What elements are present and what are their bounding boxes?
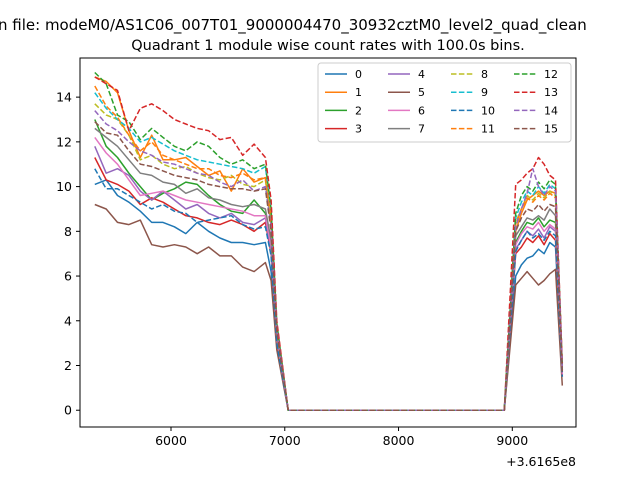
y-tick-label: 12 [56,134,72,149]
y-tick-label: 0 [64,403,72,418]
legend-label: 8 [481,68,488,81]
legend-label: 12 [544,68,558,81]
series-line-15 [94,121,564,411]
legend-item-8: 8 [451,68,488,81]
legend-item-12: 12 [514,68,558,81]
series-line-14 [94,110,564,411]
legend-item-11: 11 [451,123,495,136]
legend-item-10: 10 [451,104,495,117]
legend-item-9: 9 [451,86,488,99]
y-tick-label: 4 [64,313,72,328]
legend-label: 15 [544,123,558,136]
y-axis: 0 2 4 6 8 10 12 14 [56,90,80,418]
series-line-8 [94,103,564,411]
legend-item-7: 7 [388,123,425,136]
y-tick-label: 14 [56,90,72,105]
legend-item-0: 0 [325,68,362,81]
series-line-7 [94,127,564,411]
series-line-5 [94,203,564,411]
y-tick-label: 8 [64,224,72,239]
legend-item-5: 5 [388,86,425,99]
legend-item-15: 15 [514,123,558,136]
y-tick-label: 6 [64,269,72,284]
figure-suptitle: n file: modeM0/AS1C06_007T01_9000004470_… [0,16,587,35]
x-axis-offset-label: +3.6165e8 [506,454,576,469]
legend-item-13: 13 [514,86,558,99]
y-tick-label: 2 [64,358,72,373]
x-axis: 6000 7000 8000 9000 [155,427,528,448]
series-line-9 [94,92,564,411]
legend-label: 2 [355,104,362,117]
x-tick-label: 9000 [496,433,528,448]
legend-item-4: 4 [388,68,425,81]
legend-label: 9 [481,86,488,99]
x-tick-label: 6000 [155,433,187,448]
legend-label: 0 [355,68,362,81]
x-tick-label: 7000 [269,433,301,448]
legend-label: 1 [355,86,362,99]
legend-label: 14 [544,104,558,117]
legend-item-6: 6 [388,104,425,117]
legend-box [317,62,572,143]
legend-label: 7 [418,123,425,136]
plot-area-frame [79,57,577,428]
legend-label: 3 [355,123,362,136]
legend-label: 11 [481,123,495,136]
legend-label: 6 [418,104,425,117]
legend-label: 13 [544,86,558,99]
x-tick-label: 8000 [383,433,415,448]
series-line-4 [94,146,564,411]
series-line-0 [94,179,564,411]
legend-item-3: 3 [325,123,362,136]
legend-item-1: 1 [325,86,362,99]
series-line-3 [94,157,564,411]
chart-title: Quadrant 1 module wise count rates with … [131,38,525,54]
series-line-10 [94,168,564,411]
legend-label: 5 [418,86,425,99]
legend-label: 4 [418,68,425,81]
legend-item-2: 2 [325,104,362,117]
legend-item-14: 14 [514,104,558,117]
y-tick-label: 10 [56,179,72,194]
series-line-6 [94,136,564,411]
legend-label: 10 [481,104,495,117]
series-layer [94,71,564,411]
